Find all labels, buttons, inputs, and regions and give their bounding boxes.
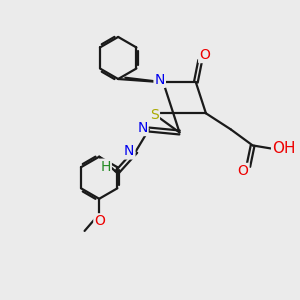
Text: S: S xyxy=(150,108,159,122)
Text: N: N xyxy=(154,73,165,87)
Text: N: N xyxy=(124,145,134,158)
Text: O: O xyxy=(94,214,105,228)
Text: H: H xyxy=(100,160,111,174)
Text: O: O xyxy=(199,48,210,62)
Text: OH: OH xyxy=(272,141,296,156)
Text: O: O xyxy=(238,164,248,178)
Text: N: N xyxy=(137,121,148,135)
